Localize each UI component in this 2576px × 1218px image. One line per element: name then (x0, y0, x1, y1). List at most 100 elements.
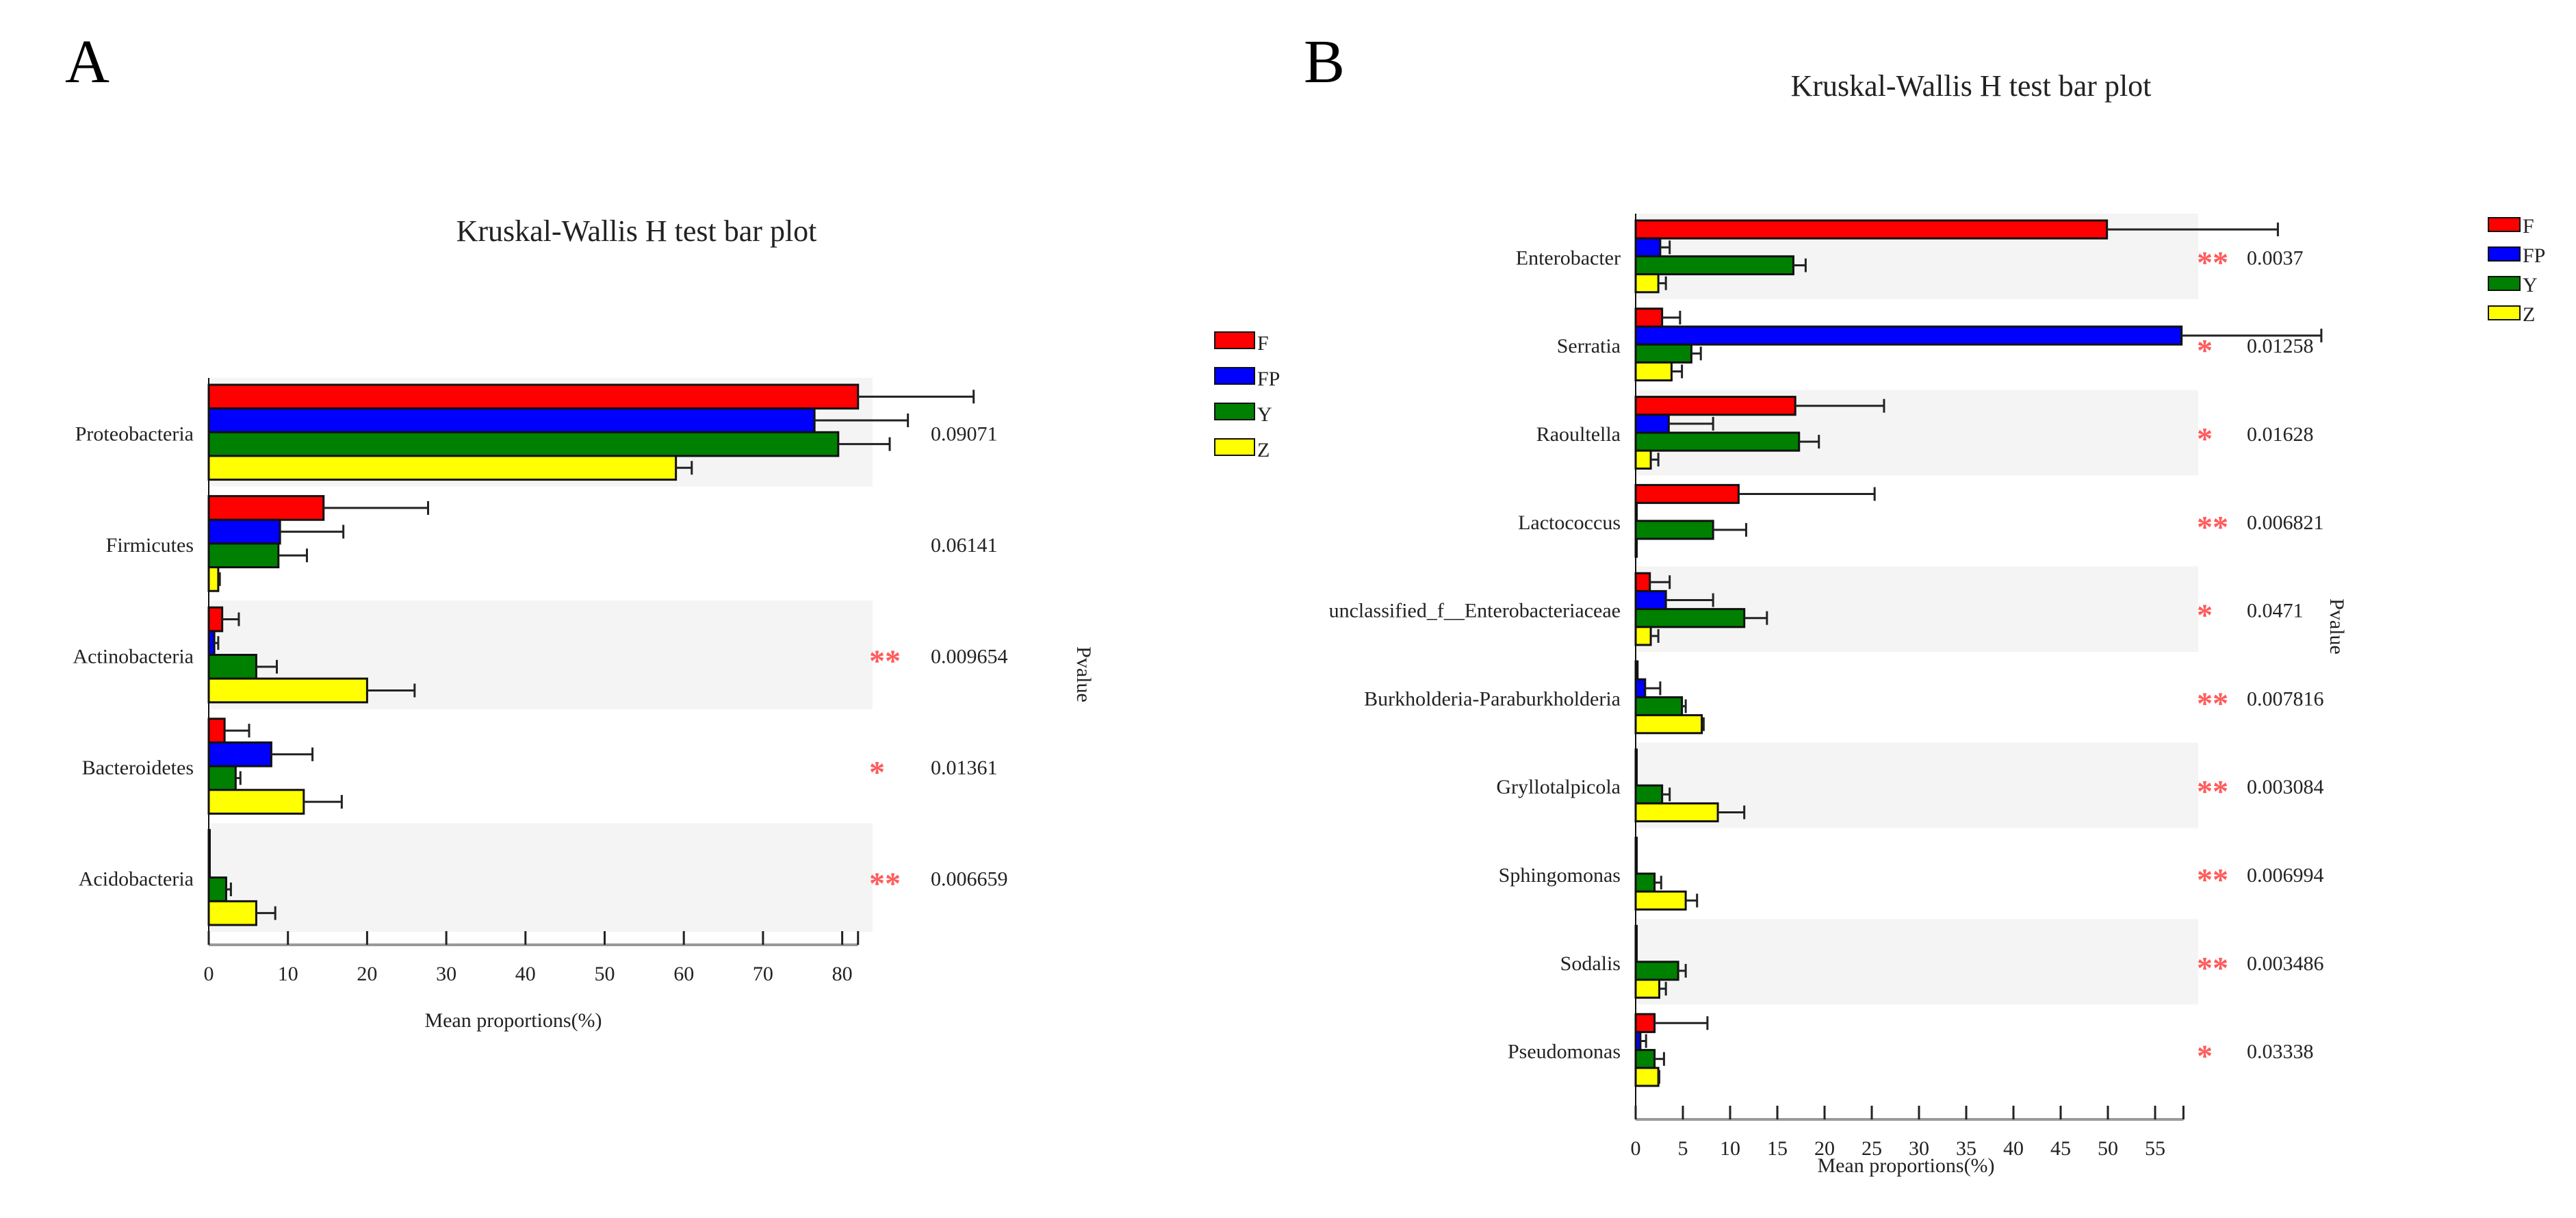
bar-z (1634, 714, 1703, 735)
pvalue-axis-label-b: Pvalue (2326, 598, 2348, 655)
bar-y (207, 431, 840, 457)
bar-y (207, 765, 237, 791)
bar-f (207, 495, 325, 521)
bar-z (207, 566, 220, 592)
legend-label: FP (1257, 368, 1280, 390)
x-tick-label: 70 (753, 963, 773, 985)
legend-label: F (1257, 332, 1269, 355)
bar-y (1634, 784, 1664, 804)
legend-swatch-fp (1214, 367, 1255, 385)
x-tick-label: 20 (357, 963, 377, 985)
bar-z (207, 455, 678, 481)
pvalue-label: 0.01628 (2247, 423, 2314, 446)
significance-marker: * (869, 754, 885, 789)
significance-marker: ** (869, 866, 901, 901)
significance-marker: * (2197, 421, 2213, 456)
pvalue-label: 0.006821 (2247, 511, 2324, 534)
legend-label: Z (1257, 439, 1270, 461)
bar-fp (207, 741, 272, 767)
significance-marker: * (2197, 1039, 2213, 1074)
x-axis-label-b: Mean proportions(%) (1817, 1154, 1994, 1177)
x-tick-label: 5 (1678, 1137, 1688, 1160)
row-band (209, 823, 873, 932)
significance-marker: ** (2197, 950, 2228, 985)
bar-y (1634, 696, 1684, 717)
pvalue-label: 0.006994 (2247, 864, 2324, 887)
bar-fp (1634, 1030, 1642, 1052)
x-tick-label: 10 (278, 963, 298, 985)
bar-y (207, 654, 257, 680)
x-tick-label: 0 (204, 963, 214, 985)
chart-title-a: Kruskal-Wallis H test bar plot (456, 214, 817, 248)
x-tick-label: 40 (2003, 1137, 2024, 1160)
significance-marker: ** (2197, 862, 2228, 897)
bar-z (1634, 273, 1660, 294)
pvalue-label: 0.01258 (2247, 335, 2314, 357)
category-label: Serratia (1557, 335, 1621, 357)
bar-f (1634, 219, 2109, 240)
bar-fp (1634, 589, 1667, 611)
pvalue-label: 0.0037 (2247, 246, 2304, 269)
bar-y (207, 542, 280, 569)
x-tick-label: 50 (595, 963, 615, 985)
bar-plot-a: Proteobacteria 0.09071 Firmicutes 0.06141 Ac… (73, 331, 1280, 985)
x-tick-label: 55 (2145, 1137, 2165, 1160)
x-tick-label: 10 (1720, 1137, 1740, 1160)
bar-z (207, 677, 368, 704)
category-label: Actinobacteria (73, 646, 194, 668)
x-tick-label: 15 (1767, 1137, 1788, 1160)
pvalue-label: 0.01361 (931, 757, 998, 779)
category-label: Sphingomonas (1499, 864, 1621, 887)
bar-f (1634, 572, 1651, 592)
legend-swatch-f (1214, 331, 1255, 349)
legend-label: FP (2523, 244, 2545, 267)
pvalue-label: 0.09071 (931, 422, 998, 445)
bar-y (1634, 1049, 1656, 1069)
significance-marker: * (2197, 333, 2213, 368)
bar-y (1634, 608, 1746, 629)
category-label: Firmicutes (106, 534, 194, 557)
x-tick-label: 35 (1956, 1137, 1976, 1160)
pvalue-label: 0.006659 (931, 868, 1008, 891)
pvalue-label: 0.003084 (2247, 776, 2324, 798)
bar-z (1634, 1067, 1660, 1087)
bar-fp (1634, 237, 1662, 257)
category-label: Raoultella (1536, 423, 1621, 446)
row-band (1636, 742, 2198, 828)
bar-y (1634, 961, 1679, 981)
bar-fp (1634, 325, 2183, 346)
legend-swatch-f (2488, 217, 2521, 232)
pvalue-label: 0.007816 (2247, 687, 2324, 710)
x-tick-label: 30 (436, 963, 456, 985)
x-tick-label: 25 (1862, 1137, 1882, 1160)
bar-f (207, 383, 860, 410)
x-tick-label: 40 (515, 963, 536, 985)
category-label: Sodalis (1560, 952, 1621, 975)
legend-swatch-z (2488, 305, 2521, 320)
bar-fp (207, 518, 281, 545)
x-tick-label: 80 (832, 963, 853, 985)
bar-fp (207, 407, 816, 433)
pvalue-label: 0.003486 (2247, 952, 2324, 975)
bar-fp (207, 630, 216, 656)
bar-y (1634, 343, 1692, 364)
pvalue-label: 0.009654 (931, 646, 1008, 668)
panel-label-b: B (1304, 28, 1345, 96)
bar-y (1634, 872, 1656, 893)
bar-z (1634, 978, 1660, 999)
bar-fp (1634, 414, 1670, 434)
bar-z (1634, 449, 1652, 470)
legend-label: Z (2523, 303, 2535, 326)
x-tick-label: 30 (1909, 1137, 1929, 1160)
bar-z (207, 789, 305, 815)
legend-swatch-z (1214, 438, 1255, 456)
legend-swatch-y (1214, 403, 1255, 420)
bar-f (1634, 307, 1664, 328)
significance-marker: ** (2197, 774, 2228, 809)
panel-label-a: A (65, 28, 110, 96)
x-tick-label: 60 (673, 963, 694, 985)
x-tick-label: 50 (2098, 1137, 2118, 1160)
bar-y (1634, 255, 1794, 276)
bar-z (207, 900, 257, 926)
